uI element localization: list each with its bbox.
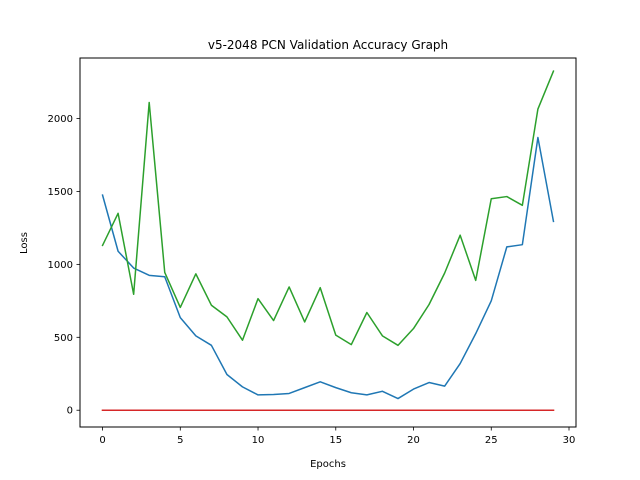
x-tick-label: 25	[485, 435, 498, 446]
y-tick-label: 1000	[48, 260, 73, 271]
x-tick-label: 10	[252, 435, 265, 446]
x-axis-ticks: 0 5 10 15 20 25 30	[99, 427, 575, 446]
y-tick-label: 500	[54, 333, 73, 344]
x-tick-label: 30	[563, 435, 576, 446]
x-tick-label: 0	[99, 435, 105, 446]
y-tick-label: 0	[67, 406, 73, 417]
series-line-1	[101, 136, 555, 400]
y-tick-label: 2000	[48, 114, 73, 125]
y-axis-ticks: 0 500 1000 1500 2000	[48, 114, 80, 417]
series-line-3	[101, 70, 555, 347]
plot-frame	[79, 57, 577, 428]
x-tick-label: 20	[407, 435, 420, 446]
chart-title: v5-2048 PCN Validation Accuracy Graph	[208, 38, 448, 52]
series-layer	[101, 70, 555, 411]
x-tick-label: 15	[329, 435, 342, 446]
y-axis-label: Loss	[19, 232, 30, 254]
x-tick-label: 5	[177, 435, 183, 446]
y-tick-label: 1500	[48, 187, 73, 198]
x-axis-label: Epochs	[310, 459, 346, 470]
